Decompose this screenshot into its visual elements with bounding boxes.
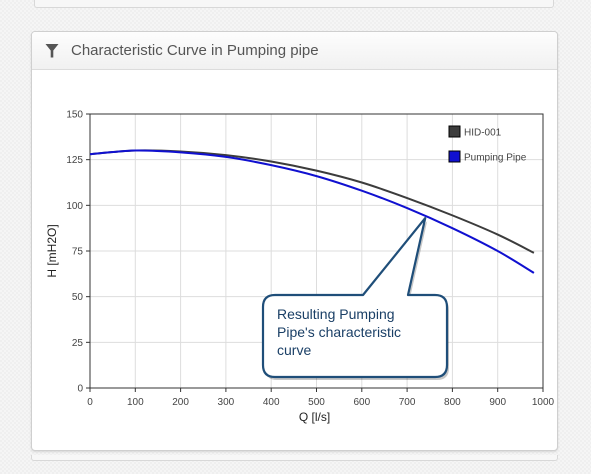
y-tick-label: 25 <box>72 338 84 349</box>
x-tick-label: 400 <box>263 397 280 408</box>
x-tick-label: 700 <box>399 397 416 408</box>
panel-bottom-edge <box>31 455 558 461</box>
panel-title: Characteristic Curve in Pumping pipe <box>71 42 319 59</box>
callout-text-line: Resulting Pumping <box>277 306 395 322</box>
chart-area: 0 100 200 300 400 500 600 700 800 900 1000 0 25 50 75 1… <box>32 70 557 450</box>
x-tick-label: 300 <box>218 397 235 408</box>
x-tick-label: 100 <box>127 397 144 408</box>
x-tick-label: 0 <box>87 397 93 408</box>
callout-bubble <box>261 217 449 379</box>
y-tick-label: 0 <box>77 384 83 395</box>
y-tick-label: 125 <box>66 155 83 166</box>
y-axis-label: H [mH2O] <box>45 224 59 277</box>
legend-swatch <box>448 125 461 138</box>
y-tick-label: 100 <box>66 201 83 212</box>
x-tick-label: 200 <box>172 397 189 408</box>
y-tick-label: 75 <box>72 247 84 258</box>
previous-panel-edge <box>34 0 554 8</box>
x-tick-label: 900 <box>489 397 506 408</box>
x-tick-label: 1000 <box>532 397 555 408</box>
chart-panel: Characteristic Curve in Pumping pipe 0 10… <box>31 31 558 451</box>
y-tick-label: 150 <box>66 110 83 121</box>
filter-icon <box>42 41 62 61</box>
panel-header: Characteristic Curve in Pumping pipe <box>32 32 557 70</box>
x-tick-label: 800 <box>444 397 461 408</box>
x-axis-label: Q [l/s] <box>299 410 330 424</box>
callout-text-line: curve <box>277 342 311 358</box>
characteristic-curve-chart: 0 100 200 300 400 500 600 700 800 900 1000 0 25 50 75 1… <box>45 110 555 425</box>
legend-swatch <box>448 150 461 163</box>
x-tick-label: 500 <box>308 397 325 408</box>
x-tick-label: 600 <box>353 397 370 408</box>
series-line-pumping-pipe <box>89 149 535 274</box>
callout-text-line: Pipe's characteristic <box>277 324 401 340</box>
y-tick-label: 50 <box>72 292 84 303</box>
legend-label: HID-001 <box>464 128 502 139</box>
legend-label: Pumping Pipe <box>464 153 527 164</box>
